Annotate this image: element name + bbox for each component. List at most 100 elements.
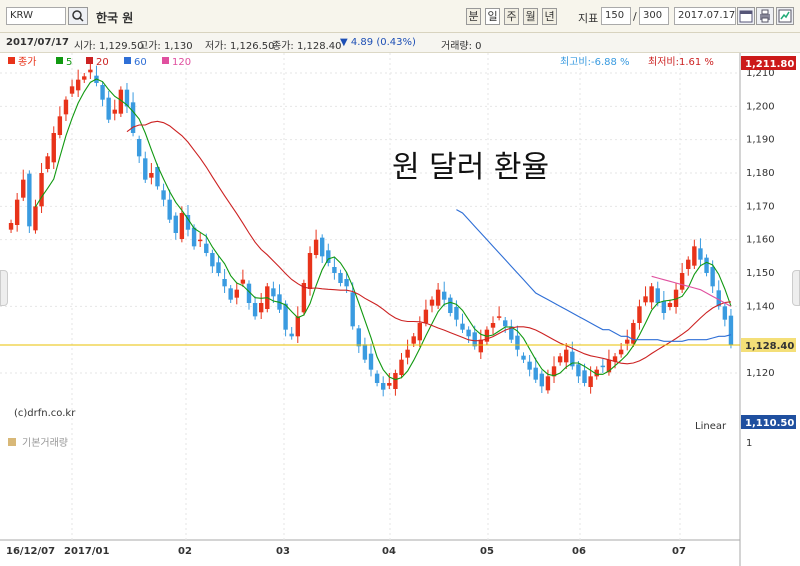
data-count-separator: / <box>633 10 637 23</box>
ma60-line <box>456 209 732 342</box>
candle-body <box>472 332 477 347</box>
candle-body <box>246 283 252 303</box>
legend-swatch <box>86 57 93 64</box>
candle-body <box>21 179 26 198</box>
candle-body <box>710 267 715 287</box>
moving-average-lines <box>34 78 732 381</box>
candle-body <box>582 370 587 383</box>
candle-body <box>356 328 361 347</box>
data-count-input[interactable]: 150 <box>601 7 631 25</box>
candle-body <box>271 288 276 297</box>
legend-swatch <box>124 57 131 64</box>
candle-body <box>45 156 50 169</box>
period-month-button[interactable]: 월 <box>523 8 538 25</box>
candle-body <box>527 361 532 370</box>
current-price-value: 1,128.40 <box>745 341 794 352</box>
candle-body <box>399 359 404 375</box>
candle-body <box>594 369 599 377</box>
legend: 종가 5 20 60 120 <box>8 56 191 68</box>
x-tick-label: 02 <box>178 546 192 557</box>
copyright-label: (c)drfn.co.kr <box>14 408 76 419</box>
legend-swatch <box>56 57 63 64</box>
candle-body <box>313 239 319 255</box>
candle-body <box>655 288 660 303</box>
candle-body <box>557 356 563 363</box>
calendar-icon <box>739 10 753 23</box>
y-tick-label: 1,160 <box>746 235 775 246</box>
y-axis-ticks: 1,210 1,200 1,190 1,180 1,170 1,160 1,150 1,140… <box>746 68 775 379</box>
print-button[interactable] <box>756 7 774 25</box>
candle-body <box>722 306 728 320</box>
candle-body <box>88 69 93 73</box>
candle-body <box>667 303 673 307</box>
period-week-button[interactable]: 주 <box>504 8 519 25</box>
scroll-right-button[interactable] <box>792 270 800 306</box>
scroll-left-button[interactable] <box>0 270 8 306</box>
candle-body <box>515 335 520 350</box>
candle-body <box>728 315 734 345</box>
candle-body <box>435 289 441 306</box>
candle-body <box>381 383 386 390</box>
quote-high: 고가: 1,130 <box>139 41 193 52</box>
candle-body <box>234 289 239 298</box>
scale-type-label: Linear <box>695 421 727 432</box>
date-input[interactable]: 2017.07.17 <box>674 7 736 25</box>
candle-body <box>332 267 337 273</box>
x-tick-label: 04 <box>382 546 396 557</box>
legend-label: 120 <box>172 57 191 68</box>
candle-body <box>496 316 502 318</box>
candle-body <box>387 383 392 386</box>
candle-body <box>661 301 667 313</box>
candle-body <box>374 373 380 383</box>
symbol-name: 한국 원 <box>96 11 134 25</box>
candle-body <box>686 259 691 269</box>
quote-open: 시가: 1,129.50 <box>74 41 144 52</box>
x-tick-label: 05 <box>480 546 494 557</box>
min-price-badge <box>741 415 796 429</box>
min-price-value: 1,110.50 <box>745 418 794 429</box>
candle-body <box>637 306 642 323</box>
candle-body <box>191 227 197 247</box>
candle-body <box>63 99 69 115</box>
calendar-button[interactable] <box>737 7 755 25</box>
print-icon <box>760 9 770 23</box>
candle-body <box>704 257 709 273</box>
candle-body <box>240 279 246 284</box>
candle-body <box>442 291 447 300</box>
data-total-input[interactable]: 300 <box>639 7 669 25</box>
quote-date: 2017/07/17 <box>6 37 69 48</box>
volume-axis-tick: 1 <box>746 438 752 449</box>
candle-body <box>588 376 593 387</box>
settings-button[interactable] <box>776 7 794 25</box>
volume-legend-swatch <box>8 438 16 446</box>
candle-body <box>411 336 416 344</box>
low-ratio-label: 최저비:1.61 % <box>648 56 714 68</box>
candle-body <box>167 199 172 220</box>
candle-body <box>210 253 215 267</box>
candle-body <box>698 248 703 260</box>
candle-body <box>14 199 20 225</box>
candle-body <box>252 303 258 317</box>
quote-low: 저가: 1,126.50 <box>205 41 275 52</box>
quote-volume: 거래량: 0 <box>441 41 482 52</box>
chart-area[interactable]: 1,210 1,200 1,190 1,180 1,170 1,160 1,150 1,140… <box>0 53 800 566</box>
quote-change: ▼ 4.89 (0.43%) <box>340 37 416 48</box>
candle-body <box>454 307 459 320</box>
period-year-button[interactable]: 년 <box>542 8 557 25</box>
symbol-code-input[interactable]: KRW <box>6 7 66 25</box>
chart-settings-icon <box>778 9 792 23</box>
candle-body <box>75 79 81 91</box>
x-tick-label: 06 <box>572 546 586 557</box>
legend-swatch <box>162 57 169 64</box>
candle-body <box>692 246 697 266</box>
search-button[interactable] <box>68 7 88 25</box>
candle-body <box>82 76 87 80</box>
period-day-button[interactable]: 일 <box>485 8 500 25</box>
candle-body <box>368 353 374 370</box>
ma5-line <box>34 78 732 381</box>
candle-body <box>618 349 624 355</box>
legend-label: 20 <box>96 57 109 68</box>
candle-body <box>161 190 166 200</box>
period-minute-button[interactable]: 분 <box>466 8 481 25</box>
candle-body <box>606 359 612 373</box>
